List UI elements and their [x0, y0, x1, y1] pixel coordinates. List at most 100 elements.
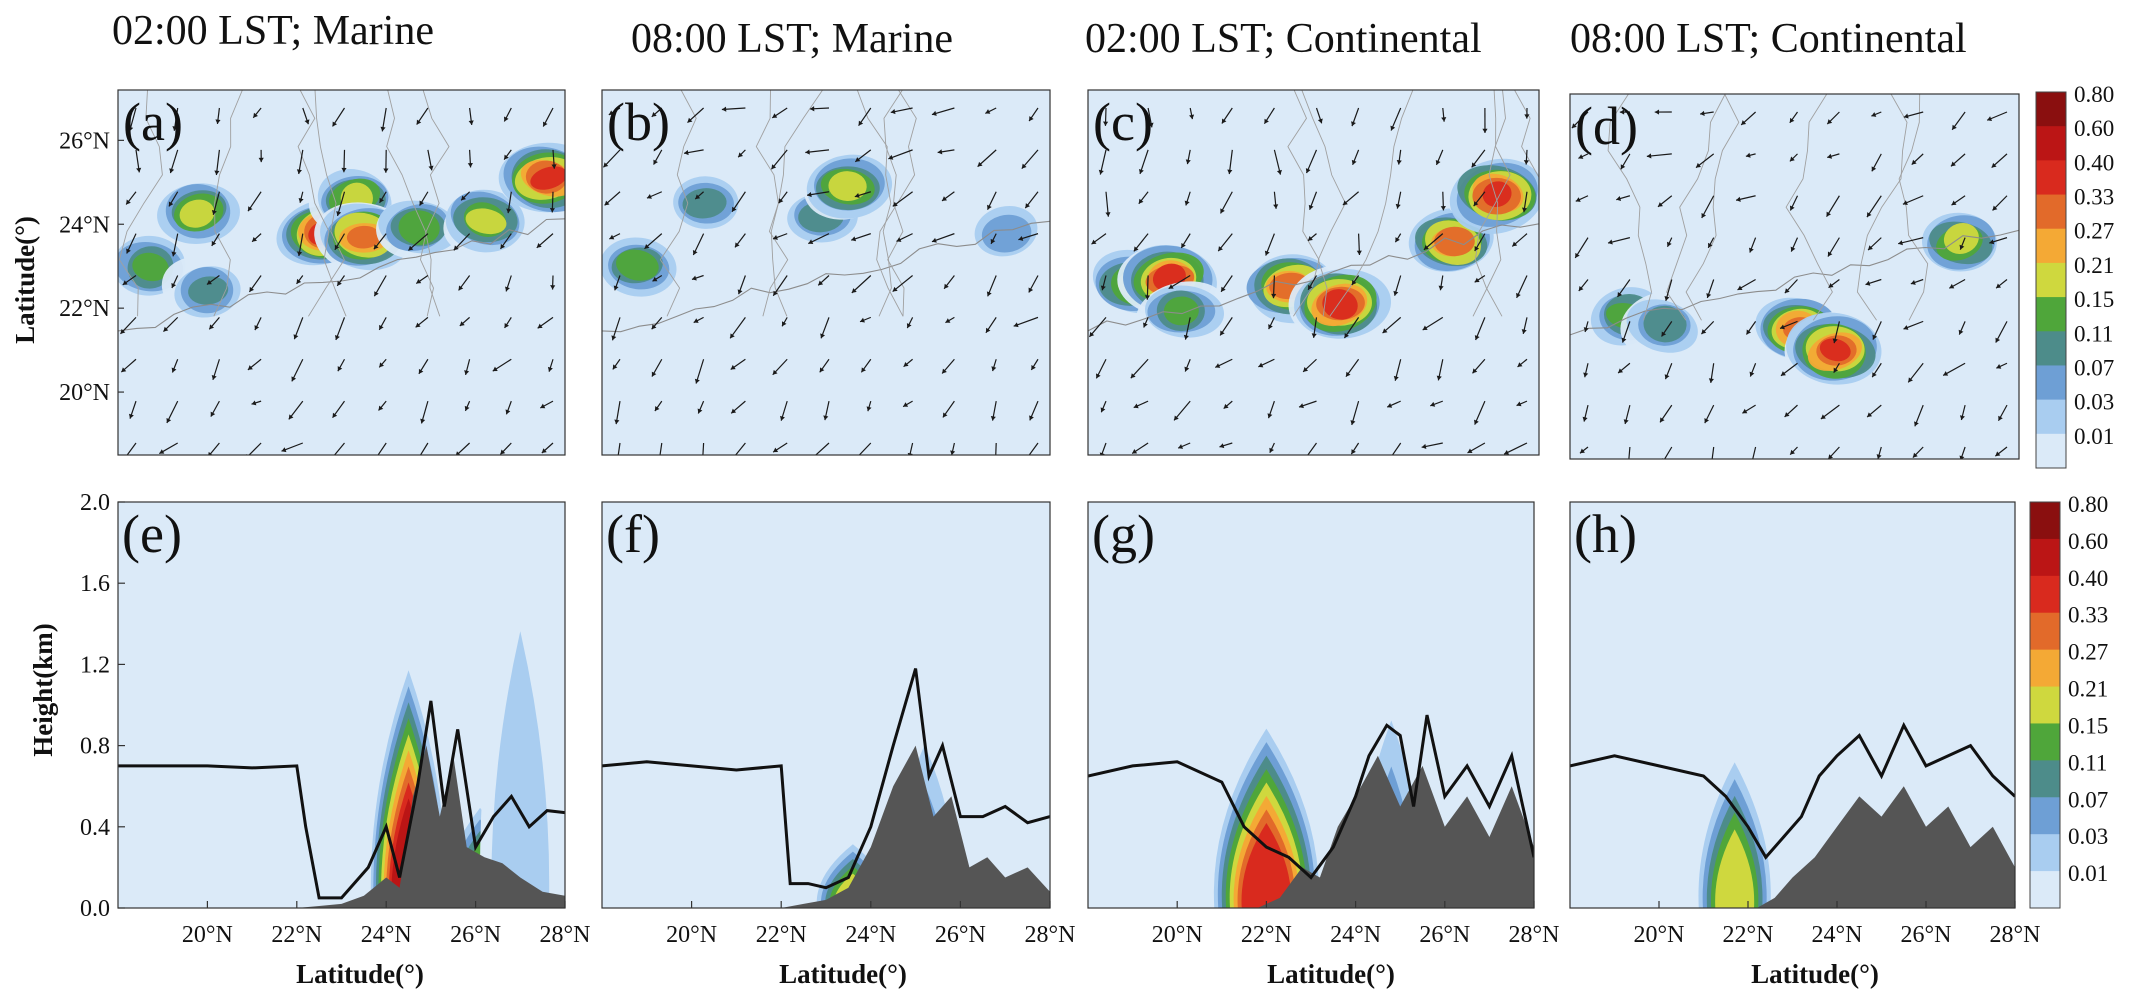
- wind-arrow-head: [990, 238, 996, 244]
- wind-arrow-head: [1143, 322, 1148, 328]
- pbl-height-line: [118, 700, 565, 900]
- wind-arrow-head: [1264, 118, 1269, 124]
- wind-arrow-head: [1516, 401, 1522, 407]
- wind-arrow-head: [612, 364, 618, 370]
- wind-arrow-head: [1474, 277, 1480, 283]
- wind-arrow-head: [1623, 419, 1629, 425]
- wind-arrow-head: [1521, 329, 1527, 334]
- wind-arrow-head: [1749, 371, 1755, 377]
- wind-arrow-head: [1833, 367, 1839, 373]
- wind-arrow-head: [459, 321, 465, 326]
- wind-arrow-head: [993, 465, 998, 469]
- wind-arrow-head: [550, 285, 556, 290]
- wind-arrow-head: [540, 403, 546, 409]
- wind-arrow-head: [1701, 213, 1707, 219]
- wind-arrow-head: [778, 198, 784, 204]
- x-axis-label-h: Latitude(°): [1751, 959, 1879, 989]
- y-tick-label: 1.6: [80, 571, 110, 597]
- section-frame: [1569, 501, 2016, 909]
- wind-arrow-head: [1789, 117, 1795, 123]
- wind-arrow-head: [1911, 159, 1917, 165]
- pbl-height-line: [1570, 721, 2015, 860]
- wind-arrow-head: [297, 251, 303, 257]
- wind-arrow-head: [1105, 212, 1111, 217]
- wind-arrow-head: [646, 194, 652, 199]
- wind-arrow: [734, 442, 746, 455]
- wind-arrow-head: [1344, 332, 1349, 338]
- wind-arrow-head: [729, 458, 734, 463]
- wind-arrow-head: [504, 322, 510, 328]
- wind-arrow-head: [1827, 251, 1833, 257]
- province-boundary: [1685, 94, 1740, 321]
- concentration-patch: [682, 188, 727, 219]
- wind-arrow-head: [1952, 124, 1957, 130]
- map-y-tick: 20°N: [59, 380, 110, 406]
- x-tick-label: 28°N: [1509, 922, 1560, 948]
- wind-arrow-head: [1388, 456, 1393, 461]
- coastline: [602, 220, 1050, 333]
- wind-arrow-head: [1267, 413, 1273, 419]
- x-axis-label-g: Latitude(°): [1267, 959, 1395, 989]
- map-panel-c: (c): [1087, 89, 1540, 461]
- wind-arrow-head: [1148, 122, 1154, 128]
- wind-arrow-head: [1351, 121, 1356, 127]
- wind-arrow-head: [1467, 448, 1473, 453]
- wind-arrow-head: [1666, 241, 1672, 247]
- wind-arrow-head: [692, 249, 698, 255]
- wind-arrow-head: [1472, 368, 1478, 374]
- wind-arrow-head: [818, 280, 824, 286]
- colorbar-label: 0.27: [2068, 640, 2108, 665]
- concentration-patch: [1819, 338, 1851, 362]
- wind-arrow-head: [1181, 242, 1186, 248]
- wind-arrow-head: [986, 291, 992, 297]
- wind-arrow-head: [1025, 203, 1030, 209]
- wind-arrow-head: [1311, 333, 1317, 338]
- wind-arrow-head: [892, 286, 898, 292]
- map-background: [1570, 94, 2019, 459]
- wind-arrow-head: [604, 200, 610, 206]
- wind-arrow-head: [1096, 373, 1101, 379]
- wind-arrow-head: [1184, 200, 1190, 206]
- wind-arrow-head: [416, 119, 422, 125]
- wind-arrow-head: [296, 278, 302, 284]
- wind-arrow-head: [1482, 128, 1488, 134]
- wind-arrow: [617, 442, 621, 455]
- wind-arrow-head: [890, 109, 896, 115]
- x-tick-label: 28°N: [1990, 922, 2041, 948]
- wind-arrow-head: [428, 165, 434, 171]
- wind-arrow-head: [408, 245, 414, 251]
- colorbar-label: 0.11: [2074, 321, 2113, 346]
- wind-arrow-head: [608, 110, 614, 115]
- wind-arrow-head: [1215, 363, 1221, 368]
- wind-arrow-head: [942, 368, 947, 374]
- wind-arrow-head: [1987, 116, 1993, 121]
- wind-arrow-head: [851, 236, 857, 242]
- wind-arrow-head: [1435, 159, 1441, 165]
- panel-label-g: (g): [1092, 504, 1155, 564]
- wind-arrow-head: [1512, 241, 1518, 247]
- section-background: [602, 502, 1050, 908]
- colorbar-swatch: [2036, 399, 2066, 435]
- wind-arrow-head: [651, 371, 657, 377]
- wind-arrow-head: [1583, 327, 1589, 332]
- wind-arrow-head: [120, 328, 126, 334]
- x-tick-label: 26°N: [450, 922, 501, 948]
- concentration-patch: [530, 166, 565, 190]
- section-panel-e: (e) 20°N 22°N 24°N 26°N 28°N 2.0 1.6 1.2 0.8 0.4 0.…: [80, 490, 590, 948]
- wind-arrow-head: [458, 285, 464, 291]
- x-tick-label: 22°N: [756, 922, 807, 948]
- wind-arrow-head: [1517, 362, 1523, 367]
- wind-arrow-head: [1991, 162, 1997, 168]
- wind-arrow-head: [1708, 378, 1714, 383]
- wind-arrow-head: [1749, 462, 1754, 467]
- province-boundary: [420, 90, 450, 317]
- wind-arrow-head: [304, 119, 310, 125]
- wind-arrow-head: [1790, 246, 1796, 252]
- colorbar-swatch: [2036, 297, 2066, 332]
- wind-arrow-head: [773, 290, 778, 296]
- wind-arrow-head: [613, 285, 619, 291]
- wind-arrow-head: [1868, 245, 1873, 251]
- wind-arrow-head: [171, 251, 177, 257]
- wind-arrow-head: [1524, 114, 1530, 119]
- wind-arrow-head: [603, 162, 609, 168]
